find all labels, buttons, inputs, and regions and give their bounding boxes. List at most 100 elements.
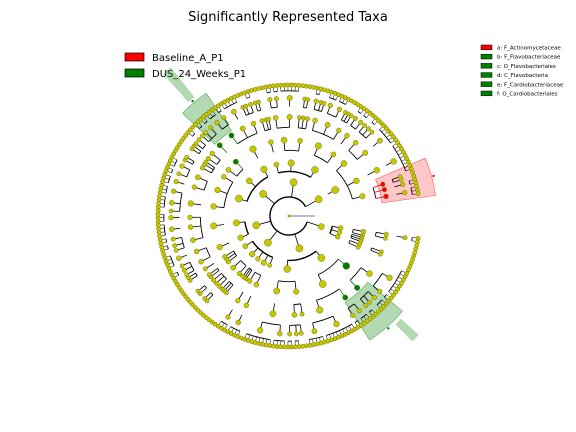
taxon-node	[299, 331, 304, 336]
taxon-node	[216, 283, 222, 289]
clade-arc	[289, 324, 301, 326]
taxon-node	[371, 294, 377, 301]
clade-arc	[372, 273, 383, 287]
clade-arc	[223, 181, 234, 208]
taxon-node	[173, 248, 179, 253]
taxon-node	[348, 113, 354, 118]
clade-arc	[166, 245, 169, 250]
clade-arc	[192, 133, 196, 137]
taxon-node	[193, 141, 199, 146]
taxon-node	[181, 267, 187, 273]
clade-arc	[266, 91, 271, 94]
taxon-node	[287, 331, 293, 337]
taxon-node	[249, 251, 256, 258]
taxon-node	[168, 208, 174, 214]
clade-arc	[287, 250, 317, 262]
clade-arc	[202, 144, 206, 150]
taxon-node	[297, 115, 302, 120]
taxon-node	[356, 245, 361, 250]
taxon-node	[222, 254, 228, 260]
taxon-node	[291, 312, 298, 318]
clade-arc	[273, 339, 285, 342]
taxon-node	[176, 255, 182, 261]
taxon-node	[190, 237, 196, 243]
clade-arc	[203, 181, 208, 191]
clade-arc	[163, 224, 166, 236]
clade-arc	[349, 267, 362, 281]
biomarker-label: f: O_Cardiobacteriales	[497, 92, 558, 98]
taxon-node	[172, 243, 178, 249]
taxon-node	[352, 140, 359, 146]
clade-arc	[278, 280, 296, 283]
taxon-node	[273, 287, 281, 295]
clade-arc	[278, 170, 312, 178]
taxon-node	[259, 118, 265, 124]
taxon-node	[187, 200, 194, 207]
taxon-node	[301, 115, 306, 121]
taxon-node	[221, 174, 227, 180]
clade-arc	[262, 321, 281, 326]
group-legend: Baseline_A_P1 DUS_24_Weeks_P1	[124, 52, 246, 80]
taxon-node	[386, 274, 393, 281]
clade-arc	[237, 132, 258, 145]
clade-arc	[181, 237, 185, 249]
taxon-node	[340, 160, 348, 167]
taxon-node	[267, 263, 272, 268]
taxon-node	[313, 98, 319, 104]
cladogram	[155, 67, 436, 350]
taxon-node	[330, 151, 337, 158]
clade-arc	[210, 292, 214, 296]
clade-arc	[251, 240, 274, 259]
taxon-node	[200, 165, 205, 171]
taxon-node	[273, 96, 279, 102]
taxon-node	[237, 234, 244, 241]
biomarker-label: c: O_Flavobacteriales	[497, 64, 556, 70]
clade-highlight	[375, 157, 436, 204]
biomarker-swatch	[480, 90, 493, 97]
clade-arc	[312, 315, 334, 324]
clade-letter-marker	[432, 174, 435, 178]
clade-arc	[329, 97, 337, 101]
taxon-node	[214, 119, 220, 126]
clade-arc	[388, 270, 402, 292]
taxon-node	[380, 181, 386, 187]
taxon-node	[253, 281, 260, 288]
taxon-node	[373, 167, 380, 174]
taxon-node	[243, 302, 250, 309]
taxon-node	[390, 158, 397, 165]
clade-arc	[195, 272, 198, 276]
biomarker-label: a: F_Actinomycetaceae	[497, 46, 561, 52]
taxon-node	[221, 115, 227, 121]
taxon-node	[383, 236, 388, 241]
taxon-node	[171, 188, 177, 194]
clade-arc	[371, 121, 375, 125]
group-swatch-dus	[124, 68, 145, 78]
clade-arc	[230, 326, 241, 332]
clade-arc	[271, 106, 278, 109]
clade-arc	[374, 232, 377, 237]
taxon-node	[195, 174, 201, 181]
taxon-node	[314, 142, 322, 150]
taxon-node	[293, 288, 300, 295]
clade-arc	[336, 170, 353, 200]
clade-arc	[284, 149, 299, 152]
taxon-node	[169, 200, 175, 206]
taxon-node	[377, 288, 383, 294]
taxon-node	[365, 126, 371, 132]
taxon-node	[305, 97, 311, 102]
taxon-node	[415, 191, 421, 196]
taxon-node	[179, 263, 185, 269]
taxon-node	[211, 277, 216, 283]
biomarker-label: e: F_Cardiobacteriaceae	[497, 82, 564, 88]
taxon-node	[252, 221, 261, 230]
taxon-node	[225, 167, 232, 173]
taxon-node	[205, 156, 211, 161]
taxon-node	[311, 166, 319, 174]
taxon-node	[336, 229, 343, 235]
taxon-node	[331, 186, 339, 194]
taxon-node	[352, 115, 358, 121]
taxon-node	[210, 203, 217, 210]
clade-arc	[171, 169, 174, 174]
taxon-node	[335, 234, 341, 240]
taxon-node	[260, 165, 268, 173]
